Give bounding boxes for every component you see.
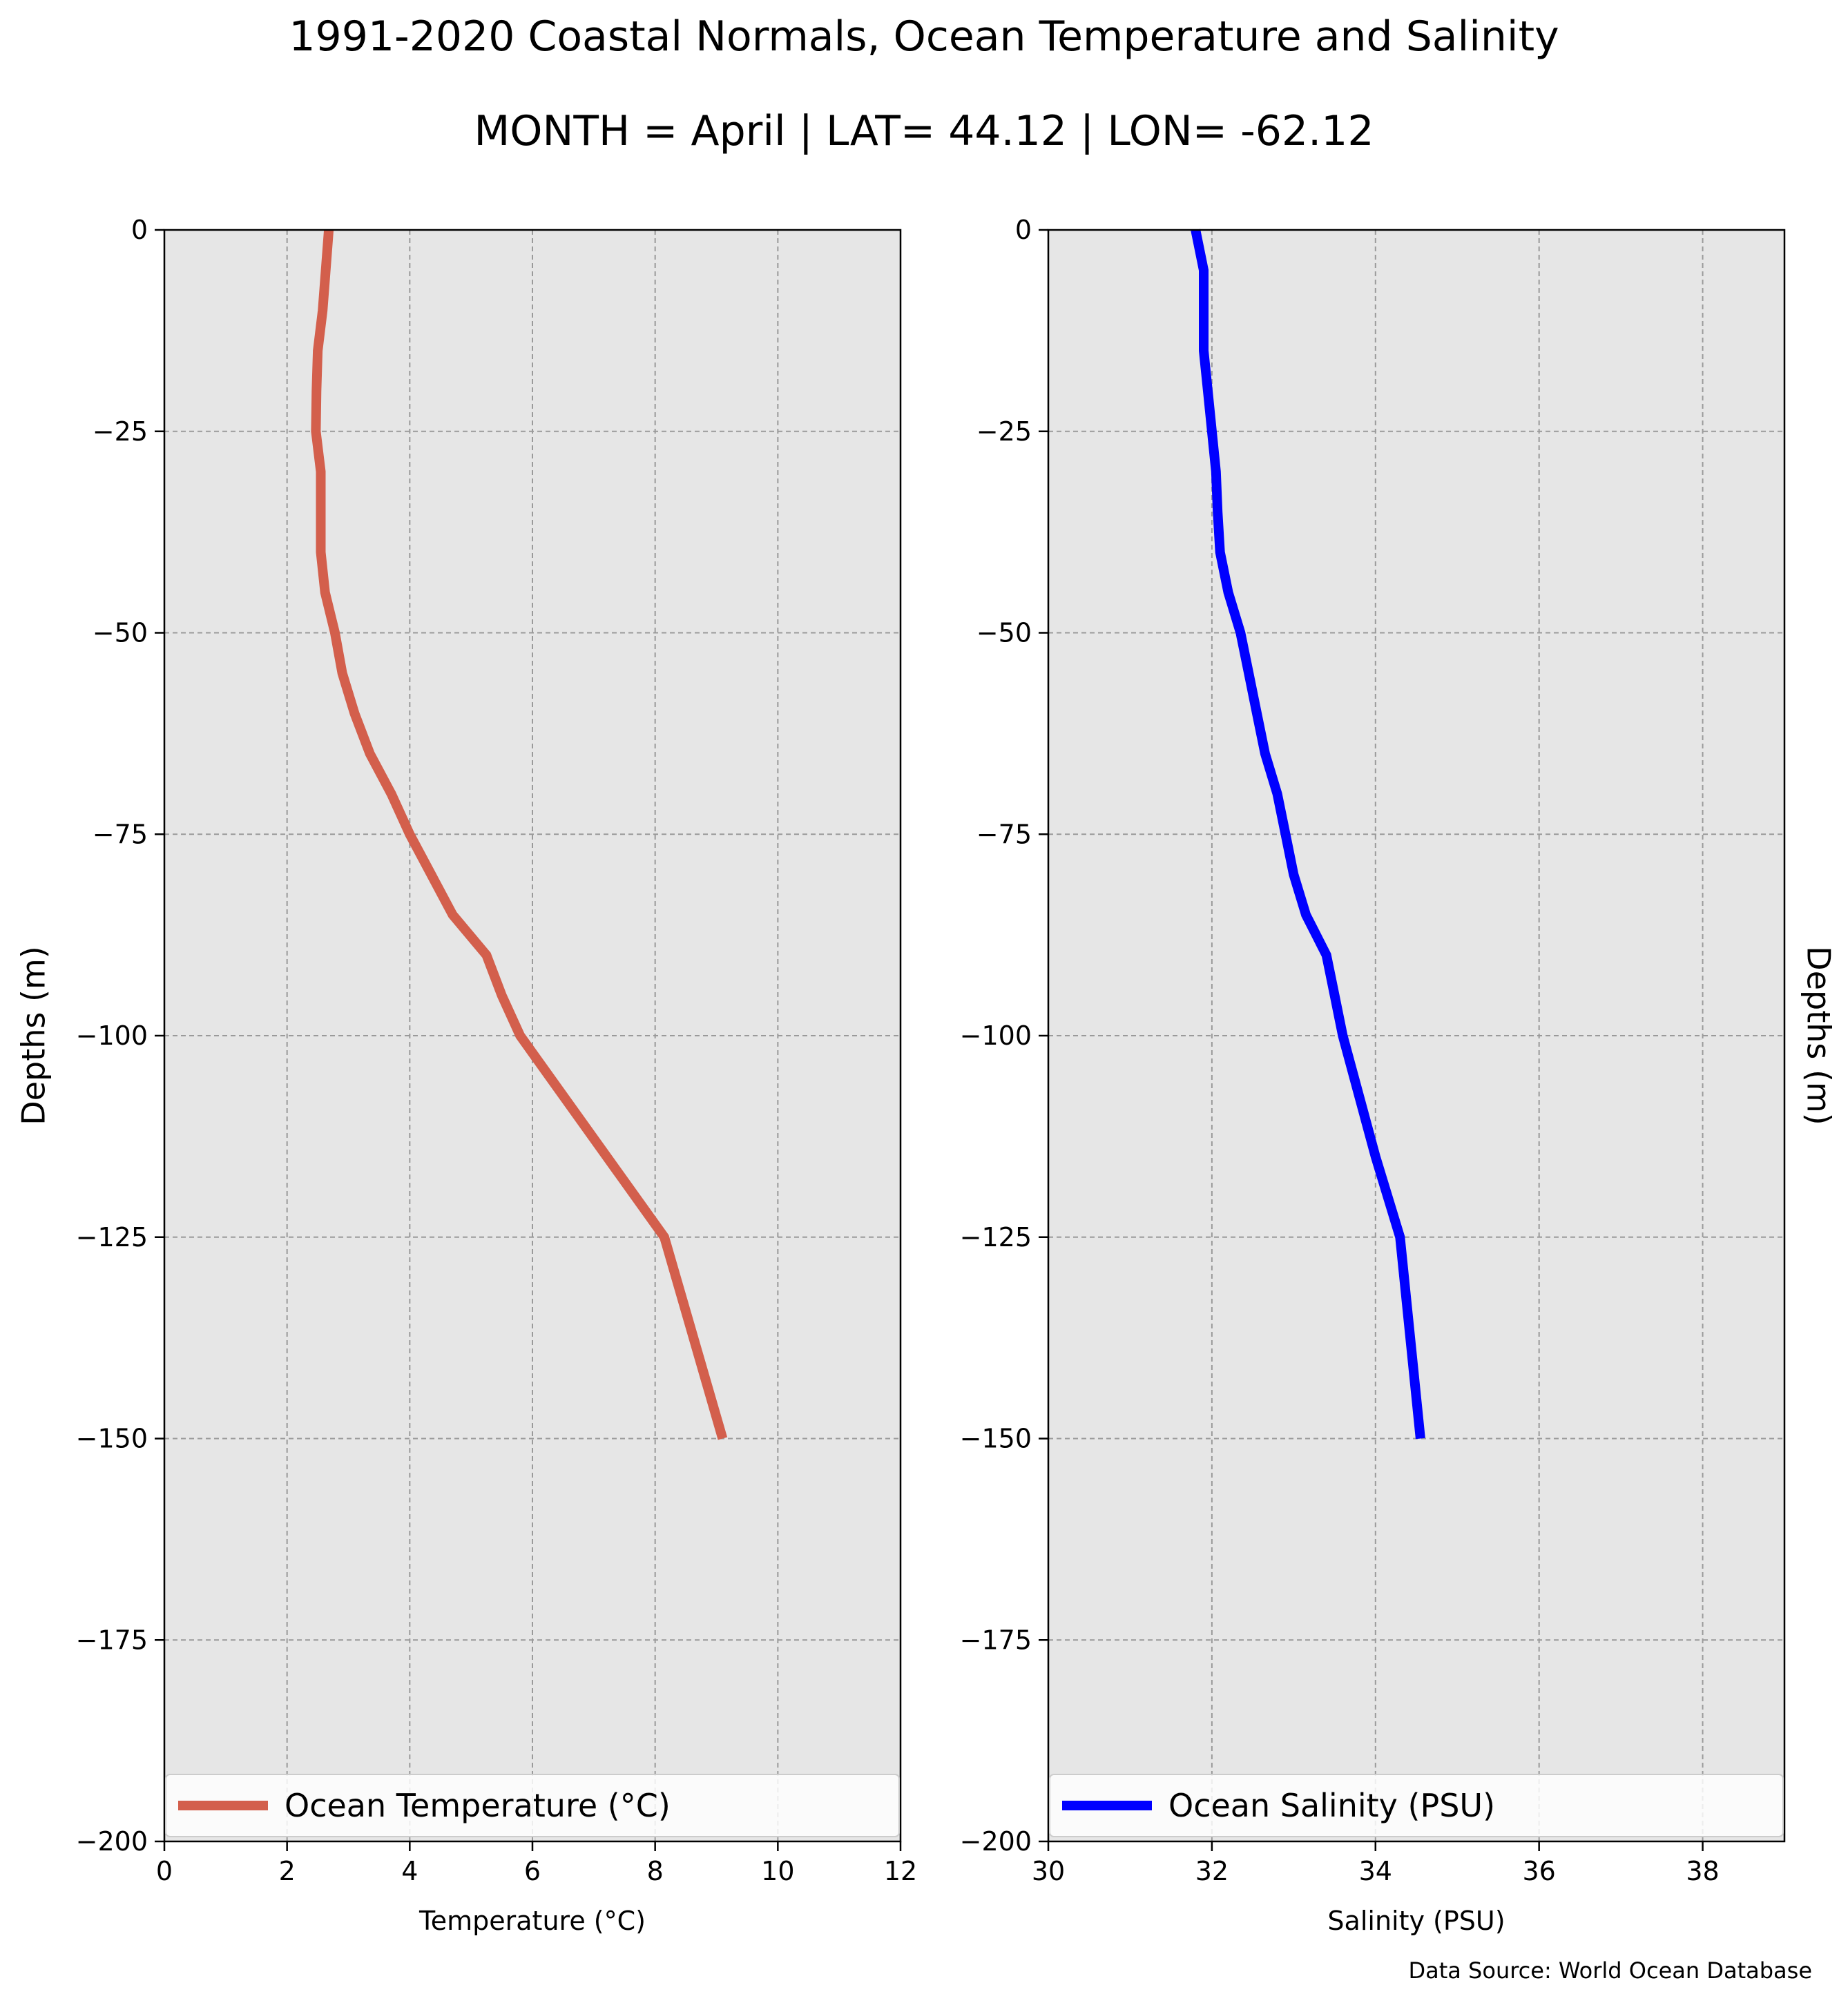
y-axis-label: Depths (m) [15,946,52,1125]
y-tick-label: −175 [76,1625,148,1655]
x-tick-label: 32 [1195,1856,1229,1886]
y-tick-label: −100 [76,1020,148,1051]
y-tick-label: −25 [93,416,148,447]
x-tick-label: 0 [156,1856,173,1886]
y-tick-label: −175 [960,1625,1032,1655]
series-line-temperature [311,229,728,1440]
x-tick-label: 36 [1522,1856,1555,1886]
y-tick-label: −75 [93,819,148,849]
y-tick-label: −75 [976,819,1032,849]
legend-label: Ocean Temperature (°C) [285,1787,671,1824]
x-tick-label: 12 [884,1856,917,1886]
y-tick-label: −50 [976,618,1032,648]
y-axis-label: Depths (m) [1800,946,1838,1125]
y-tick-label: −125 [960,1222,1032,1252]
y-tick-label: 0 [131,215,148,245]
x-tick-label: 10 [761,1856,794,1886]
y-tick-label: −100 [960,1020,1032,1051]
legend-salinity: Ocean Salinity (PSU) [1049,1774,1784,1837]
y-tick-label: −25 [976,416,1032,447]
y-tick-label: −150 [76,1424,148,1454]
x-tick-label: 2 [279,1856,296,1886]
x-tick-label: 6 [524,1856,541,1886]
x-tick-label: 38 [1686,1856,1719,1886]
plot-panel-temperature: 0 2 4 6 8 10 12 0 −25 −50 −75 −100 −125 −150 −175 −200 T… [15,215,918,1936]
legend-temperature: Ocean Temperature (°C) [165,1774,900,1837]
x-tick-label: 4 [401,1856,418,1886]
y-tick-label: −200 [76,1826,148,1857]
legend-box [1049,1774,1784,1837]
x-axis-label: Salinity (PSU) [1327,1906,1505,1936]
y-tick-label: 0 [1015,215,1032,245]
legend-box [165,1774,900,1837]
y-tick-label: −50 [93,618,148,648]
x-tick-label: 8 [647,1856,664,1886]
data-source-note: Data Source: World Ocean Database [1408,1957,1812,1984]
legend-label: Ocean Salinity (PSU) [1168,1787,1495,1824]
series-line-salinity [1191,229,1425,1440]
x-tick-label: 34 [1359,1856,1392,1886]
y-tick-label: −150 [960,1424,1032,1454]
x-axis-label: Temperature (°C) [418,1906,646,1936]
chart-title: 1991-2020 Coastal Normals, Ocean Tempera… [289,12,1559,61]
y-tick-label: −125 [76,1222,148,1252]
y-tick-label: −200 [960,1826,1032,1857]
chart-subtitle: MONTH = April | LAT= 44.12 | LON= -62.12 [474,107,1374,155]
plot-panel-salinity: 30 32 34 36 38 0 −25 −50 −75 −100 −125 −150 −175 −200… [960,215,1838,1936]
x-tick-label: 30 [1032,1856,1065,1886]
